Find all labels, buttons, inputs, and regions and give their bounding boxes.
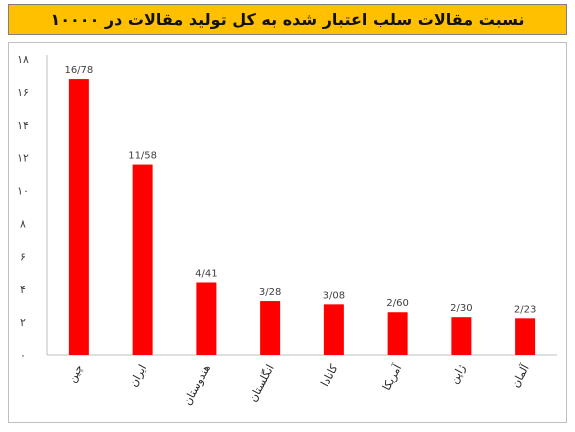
x-tick-label: ایران bbox=[127, 362, 149, 389]
bar bbox=[132, 164, 153, 355]
x-tick-label: انگلستان bbox=[246, 362, 276, 404]
x-tick-label: آمریکا bbox=[379, 361, 405, 393]
y-tick-label: ۰ bbox=[20, 349, 26, 362]
data-label: 11/58 bbox=[128, 151, 157, 162]
plot-area: ۰ ۲ ۴ ۶ ۸ ۱۰ ۱۲ ۱۴ ۱۶ ۱۸ 16/78 چین 11/58 ایران 4/41 هند… bbox=[8, 42, 567, 423]
data-label: 2/23 bbox=[514, 304, 536, 315]
bar bbox=[196, 282, 217, 355]
y-tick-label: ۲ bbox=[20, 316, 26, 329]
x-tick-label: آلمان bbox=[508, 361, 532, 390]
y-tick-label: ۱۴ bbox=[17, 119, 29, 132]
x-tick-label: چین bbox=[65, 362, 85, 384]
y-tick-label: ۶ bbox=[20, 250, 26, 263]
data-label: 2/30 bbox=[450, 303, 472, 314]
bar bbox=[387, 312, 408, 355]
bar bbox=[451, 317, 472, 355]
x-tick-label: هندوستان bbox=[181, 362, 213, 407]
y-tick-label: ۱۸ bbox=[17, 53, 29, 66]
data-label: 3/08 bbox=[323, 290, 345, 301]
data-label: 2/60 bbox=[386, 298, 408, 309]
bar bbox=[68, 79, 89, 355]
y-tick-label: ۱۶ bbox=[17, 86, 29, 99]
y-tick-label: ۱۰ bbox=[17, 185, 29, 198]
y-tick-label: ۸ bbox=[20, 217, 26, 230]
data-label: 16/78 bbox=[64, 65, 93, 76]
data-label: 3/28 bbox=[259, 287, 281, 298]
bar bbox=[260, 301, 281, 355]
data-label: 4/41 bbox=[195, 268, 217, 279]
chart-title-bar: نسبت مقالات سلب اعتبار شده به کل تولید م… bbox=[8, 4, 567, 35]
bar-chart: ۰ ۲ ۴ ۶ ۸ ۱۰ ۱۲ ۱۴ ۱۶ ۱۸ 16/78 چین 11/58 ایران 4/41 هند… bbox=[17, 53, 557, 407]
y-tick-label: ۱۲ bbox=[17, 152, 29, 165]
x-tick-label: کانادا bbox=[318, 362, 341, 389]
y-tick-label: ۴ bbox=[20, 283, 26, 296]
x-tick-label: ژاپن bbox=[447, 362, 468, 386]
chart-title: نسبت مقالات سلب اعتبار شده به کل تولید م… bbox=[50, 10, 525, 29]
bar bbox=[515, 318, 536, 355]
bar bbox=[323, 304, 344, 355]
